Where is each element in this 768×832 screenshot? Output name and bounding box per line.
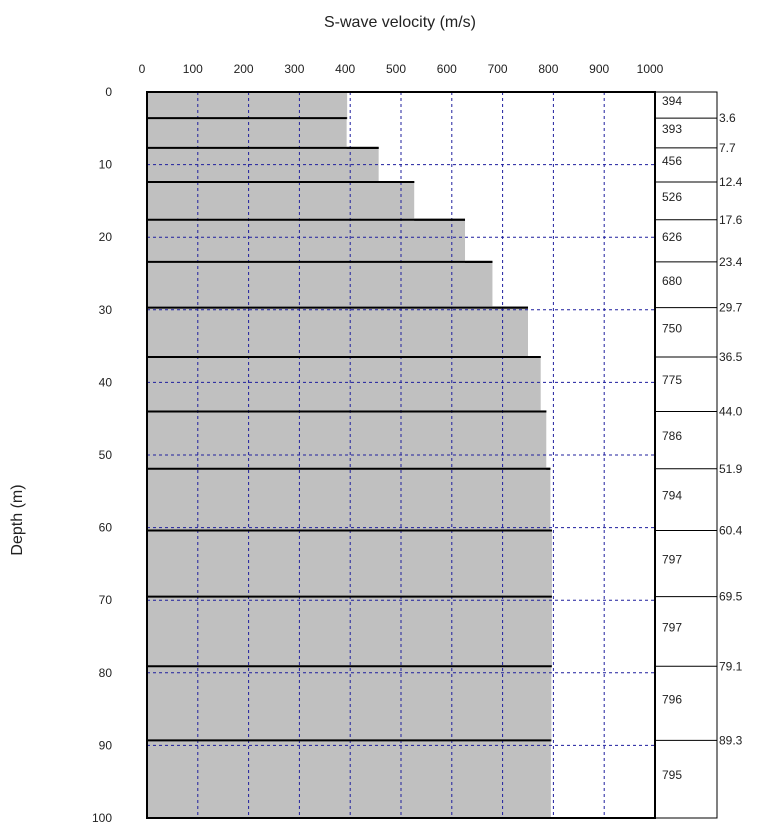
- x-tick-label: 800: [538, 62, 558, 76]
- x-tick-label: 500: [386, 62, 406, 76]
- y-tick-labels: 0 10 20 30 40 50 60 70 80 90 100: [92, 85, 112, 825]
- y-tick-label: 10: [99, 158, 113, 172]
- x-tick-label: 400: [335, 62, 355, 76]
- layer-depth-label: 29.7: [719, 301, 743, 315]
- layer-bar-12: [147, 596, 552, 667]
- y-tick-label: 40: [99, 375, 113, 389]
- layer-velocity-label: 750: [662, 321, 682, 335]
- layer-depth-label: 17.6: [719, 213, 743, 227]
- x-tick-label: 300: [284, 62, 304, 76]
- layer-depth-label: 60.4: [719, 524, 743, 538]
- y-tick-label: 90: [99, 738, 113, 752]
- x-tick-label: 600: [437, 62, 457, 76]
- layer-bar-1: [147, 92, 348, 119]
- layer-velocity-label: 794: [662, 489, 682, 503]
- layer-depth-label: 89.3: [719, 733, 743, 747]
- layer-depth-label: 36.5: [719, 350, 743, 364]
- y-tick-label: 30: [99, 303, 113, 317]
- plot-frame: [146, 91, 656, 819]
- layer-fills: [147, 92, 552, 818]
- layer-velocity-label: 680: [662, 274, 682, 288]
- layer-bar-13: [147, 666, 552, 741]
- layer-bar-6: [147, 261, 493, 308]
- y-tick-label: 100: [92, 811, 112, 825]
- y-tick-label: 0: [105, 85, 112, 99]
- layer-depth-label: 44.0: [719, 404, 743, 418]
- x-tick-label: 900: [589, 62, 609, 76]
- layer-bar-5: [147, 219, 466, 262]
- x-tick-label: 700: [488, 62, 508, 76]
- x-tick-label: 0: [139, 62, 146, 76]
- layer-bar-2: [147, 118, 347, 148]
- layer-bar-11: [147, 530, 552, 597]
- layer-velocity-label: 775: [662, 373, 682, 387]
- layer-depth-label: 69.5: [719, 590, 743, 604]
- x-tick-label: 100: [183, 62, 203, 76]
- y-tick-label: 70: [99, 593, 113, 607]
- x-tick-label: 200: [234, 62, 254, 76]
- layer-depth-label: 51.9: [719, 462, 743, 476]
- layer-bar-14: [147, 740, 551, 818]
- x-tick-label: 1000: [637, 62, 664, 76]
- layer-velocity-label: 626: [662, 230, 682, 244]
- layer-bar-10: [147, 468, 551, 531]
- y-tick-label: 20: [99, 230, 113, 244]
- layer-velocity-label: 796: [662, 692, 682, 706]
- y-tick-label: 60: [99, 521, 113, 535]
- layer-bar-9: [147, 411, 547, 469]
- layer-table: 394 393 456 526 626 680 750 775 786 794 797 797 796 7…: [654, 91, 743, 819]
- layer-depth-label: 3.6: [719, 111, 736, 125]
- layer-bar-7: [147, 307, 528, 357]
- x-axis-title: S-wave velocity (m/s): [324, 14, 476, 31]
- layer-velocity-label: 394: [662, 94, 682, 108]
- step-lines: [147, 117, 552, 742]
- layer-depth-label: 23.4: [719, 255, 743, 269]
- layer-velocity-label: 526: [662, 190, 682, 204]
- layer-depth-label: 79.1: [719, 659, 743, 673]
- y-tick-label: 80: [99, 666, 113, 680]
- layer-velocity-label: 456: [662, 154, 682, 168]
- layer-velocity-label: 797: [662, 620, 682, 634]
- layer-bar-4: [147, 182, 415, 220]
- layer-velocity-label: 786: [662, 429, 682, 443]
- layer-velocity-label: 797: [662, 553, 682, 567]
- y-axis-title: Depth (m): [9, 484, 26, 555]
- layer-depth-label: 7.7: [719, 141, 736, 155]
- layer-bar-8: [147, 356, 541, 412]
- layer-velocity-label: 393: [662, 122, 682, 136]
- layer-depth-label: 12.4: [719, 175, 743, 189]
- layer-velocity-label: 795: [662, 768, 682, 782]
- y-tick-label: 50: [99, 448, 113, 462]
- grid-lines: [147, 92, 655, 818]
- x-tick-labels: 0 100 200 300 400 500 600 700 800 900 1000: [139, 62, 664, 76]
